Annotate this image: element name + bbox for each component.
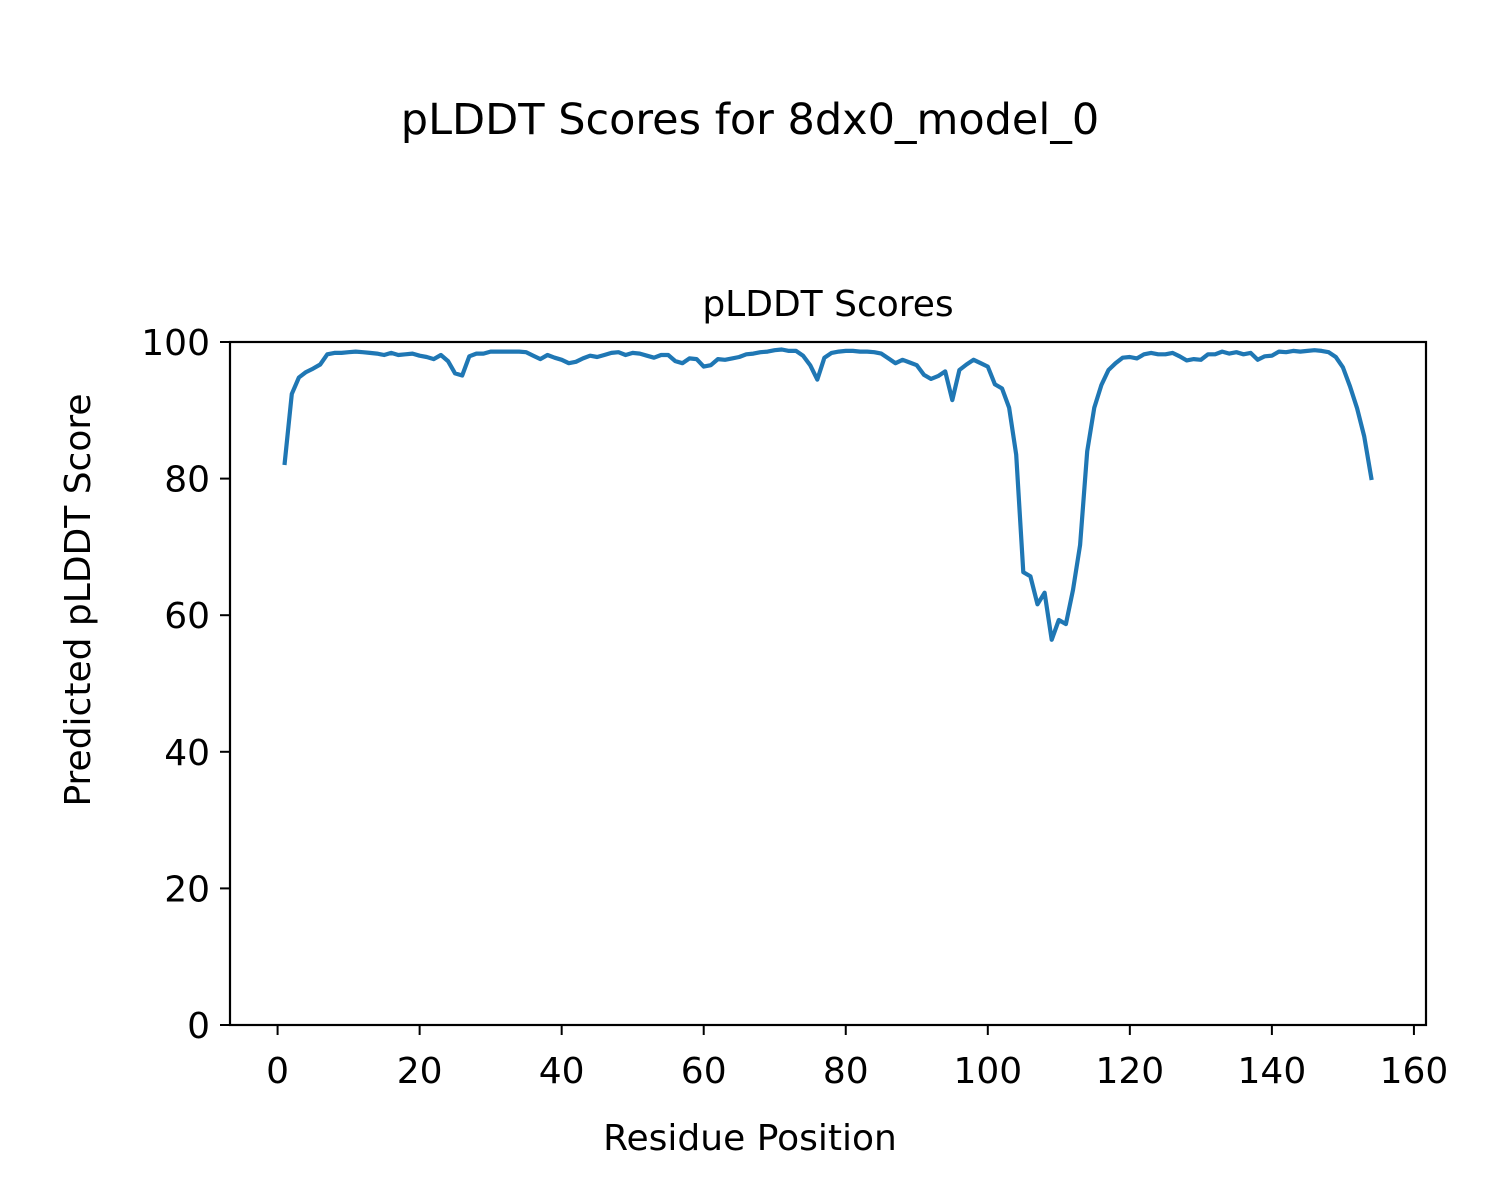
x-tick-label: 40 (539, 1051, 585, 1092)
x-axis-label: Residue Position (603, 1118, 897, 1159)
plot-frame (228, 340, 1428, 1027)
x-tick-label: 140 (1238, 1051, 1307, 1092)
x-tick-label: 120 (1095, 1051, 1164, 1092)
x-tick-label: 20 (397, 1051, 443, 1092)
x-tick-label: 0 (266, 1051, 289, 1092)
axis-ticks: 0 20 40 60 80 100 120 140 160 0 20 40 60 80 100 (141, 323, 1448, 1092)
x-tick-label: 80 (823, 1051, 869, 1092)
y-tick-label: 100 (141, 323, 210, 364)
y-tick-label: 60 (164, 596, 210, 637)
figure-suptitle: pLDDT Scores for 8dx0_model_0 (400, 95, 1100, 145)
x-tick-label: 60 (681, 1051, 727, 1092)
y-tick-label: 20 (164, 869, 210, 910)
y-tick-label: 80 (164, 460, 210, 501)
x-tick-label: 100 (953, 1051, 1022, 1092)
axes-title: pLDDT Scores (702, 284, 953, 325)
series-line (282, 347, 1374, 642)
x-tick-label: 160 (1380, 1051, 1449, 1092)
y-tick-label: 40 (164, 733, 210, 774)
y-axis-label: Predicted pLDDT Score (58, 393, 99, 806)
series-layer (282, 347, 1374, 642)
y-tick-label: 0 (187, 1006, 210, 1047)
